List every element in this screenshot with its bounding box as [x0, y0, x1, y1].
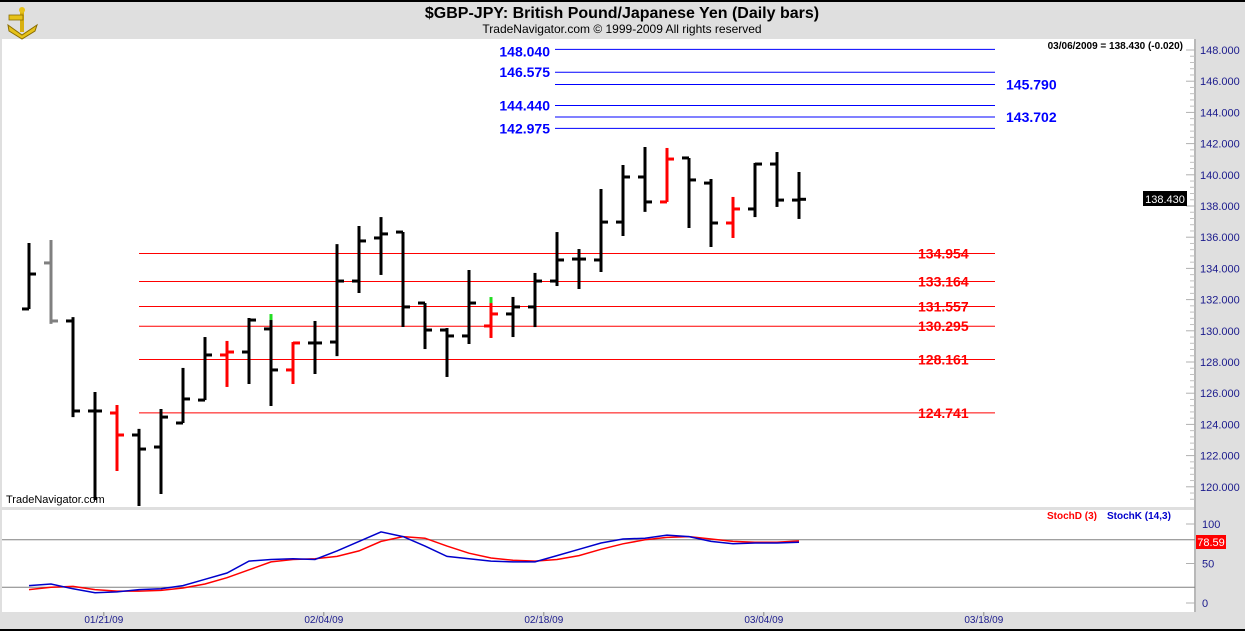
date-axis-label: 02/04/09	[304, 615, 343, 626]
price-axis-label: 148.000	[1200, 45, 1240, 57]
ohlc-bar	[660, 147, 674, 204]
fib-level-label: 144.440	[499, 98, 550, 114]
last-price-tag-text: 138.430	[1145, 194, 1185, 206]
last-price-tag	[1143, 191, 1187, 206]
ohlc-bar	[44, 240, 58, 324]
ohlc-bar	[462, 269, 476, 345]
fib-level-label: 143.702	[1006, 109, 1057, 125]
price-axis-label: 138.000	[1200, 201, 1240, 213]
legend-stochk: StochK (14,3)	[1107, 511, 1171, 522]
stochd-line	[28, 535, 800, 592]
price-axis-label: 130.000	[1200, 326, 1240, 338]
ohlc-bar	[198, 337, 212, 402]
sextant-logo-icon	[7, 7, 38, 40]
ohlc-bar	[638, 147, 652, 212]
ohlc-bar	[770, 152, 784, 207]
ohlc-bar	[242, 318, 256, 384]
ohlc-bar	[264, 314, 278, 406]
date-axis-label: 01/21/09	[84, 615, 123, 626]
top-border	[0, 0, 1245, 2]
price-axis-label: 142.000	[1200, 139, 1240, 151]
price-axis-label: 140.000	[1200, 170, 1240, 182]
fib-level-label: 142.975	[499, 120, 550, 136]
date-axis-label: 03/04/09	[744, 615, 783, 626]
price-axis-label: 126.000	[1200, 388, 1240, 400]
price-axis-label: 136.000	[1200, 232, 1240, 244]
support-level-label: 124.741	[918, 405, 969, 421]
bottom-border	[0, 629, 1245, 631]
date-axis-label: 02/18/09	[524, 615, 563, 626]
price-axis-label: 146.000	[1200, 76, 1240, 88]
ohlc-bar	[572, 249, 586, 289]
ohlc-bar	[682, 156, 696, 228]
price-axis-label: 144.000	[1200, 107, 1240, 119]
ohlc-bar	[308, 320, 322, 375]
support-level-label: 130.295	[918, 318, 969, 334]
ohlc-bar	[726, 196, 740, 238]
stoch-value-tag	[1196, 535, 1226, 549]
ohlc-bar	[330, 244, 344, 357]
price-axis-label: 132.000	[1200, 295, 1240, 307]
support-level-label: 128.161	[918, 351, 969, 367]
ohlc-bar	[748, 162, 762, 218]
ohlc-bar	[110, 405, 124, 472]
ohlc-bar	[506, 296, 520, 338]
ohlc-bar	[22, 242, 36, 311]
stoch-value-tag-text: 78.59	[1197, 537, 1225, 549]
ohlc-bar	[286, 341, 300, 384]
ohlc-bar	[704, 179, 718, 248]
last-quote-readout: 03/06/2009 = 138.430 (-0.020)	[1048, 41, 1183, 52]
price-axis-label: 124.000	[1200, 419, 1240, 431]
date-axis-label: 03/18/09	[964, 615, 1003, 626]
ohlc-bar	[132, 428, 146, 506]
watermark: TradeNavigator.com	[6, 494, 105, 506]
support-level-label: 131.557	[918, 299, 969, 315]
price-axis-label: 128.000	[1200, 357, 1240, 369]
support-level-label: 134.954	[918, 246, 969, 262]
support-level-label: 133.164	[918, 273, 969, 289]
price-axis-label: 122.000	[1200, 451, 1240, 463]
ohlc-bar	[352, 225, 366, 294]
fib-level-label: 148.040	[499, 43, 550, 59]
chart-subtitle: TradeNavigator.com © 1999-2009 All right…	[482, 22, 761, 36]
ohlc-bar	[220, 340, 234, 387]
ohlc-bar	[594, 188, 608, 272]
legend-stochd: StochD (3)	[1047, 511, 1097, 522]
stochastic-panel	[2, 510, 1195, 612]
fib-level-label: 146.575	[499, 64, 550, 80]
ohlc-bar	[484, 297, 498, 338]
ohlc-bar	[440, 327, 454, 377]
stochk-line	[28, 531, 800, 594]
ohlc-bar	[550, 232, 564, 287]
chart-title: $GBP-JPY: British Pound/Japanese Yen (Da…	[425, 5, 819, 22]
ohlc-bar	[154, 408, 168, 494]
price-axis-label: 120.000	[1200, 482, 1240, 494]
ohlc-bar	[396, 230, 410, 328]
ohlc-bar	[792, 171, 806, 219]
ohlc-bar	[616, 164, 630, 236]
stoch-axis-label: 50	[1202, 559, 1214, 571]
ohlc-bar	[176, 367, 190, 425]
ohlc-bar	[418, 301, 432, 350]
ohlc-bar	[66, 317, 80, 418]
stoch-axis-label: 0	[1202, 598, 1208, 610]
ohlc-bar	[528, 272, 542, 328]
fib-level-label: 145.790	[1006, 76, 1057, 92]
ohlc-bar	[374, 217, 388, 275]
ohlc-bar	[88, 391, 102, 501]
stoch-axis-label: 100	[1202, 519, 1220, 531]
price-axis-label: 134.000	[1200, 263, 1240, 275]
